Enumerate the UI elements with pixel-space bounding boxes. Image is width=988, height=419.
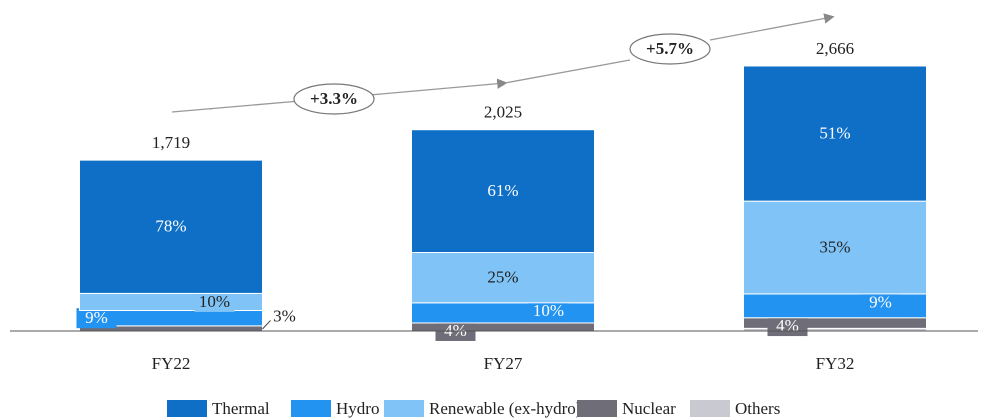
label-box bbox=[860, 292, 901, 313]
growth-line bbox=[709, 13, 835, 41]
bar-segment bbox=[79, 292, 263, 311]
legend-swatch bbox=[577, 400, 617, 417]
growth-line bbox=[369, 78, 508, 96]
legend-label: Others bbox=[735, 399, 780, 418]
data-label: 3% bbox=[273, 306, 296, 325]
bar-segment bbox=[743, 200, 927, 295]
bar-segment bbox=[411, 251, 595, 304]
total-label: 2,666 bbox=[816, 39, 854, 58]
data-label: 25% bbox=[487, 268, 518, 287]
data-label: 9% bbox=[869, 293, 892, 312]
x-tick-label: FY22 bbox=[152, 354, 191, 373]
growth-label: +5.7% bbox=[646, 39, 694, 58]
x-tick-label: FY32 bbox=[816, 354, 855, 373]
data-label: 4% bbox=[444, 321, 467, 340]
total-label: 1,719 bbox=[152, 133, 190, 152]
data-label: 78% bbox=[155, 217, 186, 236]
data-label: 10% bbox=[533, 301, 564, 320]
data-label: 61% bbox=[487, 181, 518, 200]
x-tick-label: FY27 bbox=[484, 354, 523, 373]
legend-swatch bbox=[291, 400, 331, 417]
data-label: 51% bbox=[819, 123, 850, 142]
bar-segment bbox=[743, 65, 927, 202]
legend-swatch bbox=[384, 400, 424, 417]
data-label: 10% bbox=[199, 292, 230, 311]
legend-swatch bbox=[690, 400, 730, 417]
data-label: 4% bbox=[776, 316, 799, 335]
label-box bbox=[528, 300, 569, 321]
data-label: 35% bbox=[819, 237, 850, 256]
growth-line bbox=[171, 100, 301, 113]
growth-bubble bbox=[629, 33, 711, 65]
label-box bbox=[76, 308, 117, 329]
label-box bbox=[194, 291, 235, 312]
leader-line bbox=[262, 320, 271, 330]
growth-bubble bbox=[293, 83, 375, 115]
legend-swatch bbox=[167, 400, 207, 417]
bar-segment bbox=[79, 159, 263, 294]
legend-label: Renewable (ex-hydro) bbox=[429, 399, 581, 418]
legend-label: Thermal bbox=[212, 399, 270, 418]
growth-label: +3.3% bbox=[310, 89, 358, 108]
legend-label: Nuclear bbox=[622, 399, 676, 418]
bar-segment bbox=[411, 129, 595, 253]
legend-label: Hydro bbox=[336, 399, 379, 418]
total-label: 2,025 bbox=[484, 103, 522, 122]
data-label: 9% bbox=[85, 308, 108, 327]
growth-line bbox=[504, 59, 631, 84]
